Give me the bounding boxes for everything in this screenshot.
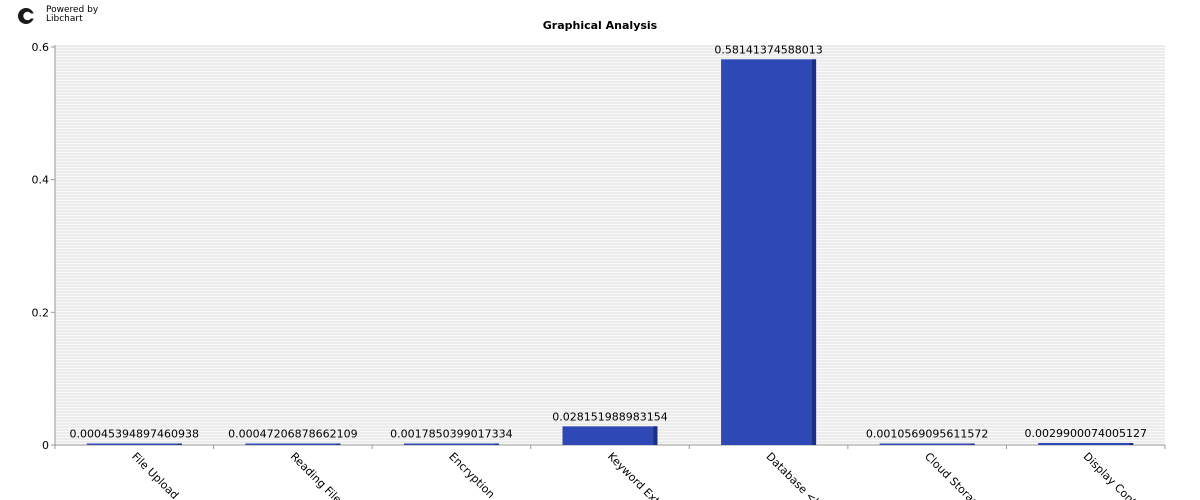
libchart-logo	[18, 8, 36, 24]
y-tick-label: 0	[42, 439, 49, 452]
chart-title: Graphical Analysis	[543, 19, 658, 32]
bar-shade	[336, 443, 341, 445]
bar	[86, 443, 182, 445]
bar-shade	[812, 59, 817, 445]
bar	[1038, 443, 1134, 445]
bar	[879, 443, 975, 445]
bar-value-label: 0.58141374588013	[714, 43, 822, 56]
bar	[403, 443, 499, 445]
bar-value-label: 0.00047206878662109	[228, 428, 357, 441]
bar-value-label: 0.028151988983154	[552, 410, 667, 423]
bar	[721, 59, 817, 445]
category-label: Encryption	[446, 450, 497, 500]
bar-shade	[494, 443, 499, 445]
y-tick-label: 0.4	[32, 174, 50, 187]
y-tick-label: 0.2	[32, 306, 50, 319]
category-label: Cloud Storage	[922, 450, 986, 500]
bar	[562, 426, 658, 445]
category-label: File Upload	[129, 450, 181, 500]
category-label: Keyword Extr	[605, 450, 666, 500]
category-label: Reading File	[288, 450, 344, 500]
bar-shade	[970, 443, 975, 445]
bar-shade	[1129, 443, 1134, 445]
bar-shade	[653, 426, 658, 445]
y-tick-label: 0.6	[32, 41, 50, 54]
bar-shade	[177, 443, 182, 445]
bar	[245, 443, 341, 445]
category-label: Display Contr	[1081, 450, 1143, 500]
bar-value-label: 0.0017850399017334	[390, 428, 512, 441]
bar-value-label: 0.00045394897460938	[70, 428, 199, 441]
chart-grid	[55, 45, 1165, 445]
powered-by-text: Powered by Libchart	[46, 6, 98, 24]
chart-bars	[86, 59, 1134, 445]
category-label: Database <br	[763, 450, 827, 500]
powered-by-label: Powered by	[46, 5, 99, 15]
libchart-brand-label: Libchart	[46, 14, 83, 24]
bar-value-label: 0.0010569095611572	[866, 428, 988, 441]
bar-value-label: 0.0029900074005127	[1024, 427, 1146, 440]
